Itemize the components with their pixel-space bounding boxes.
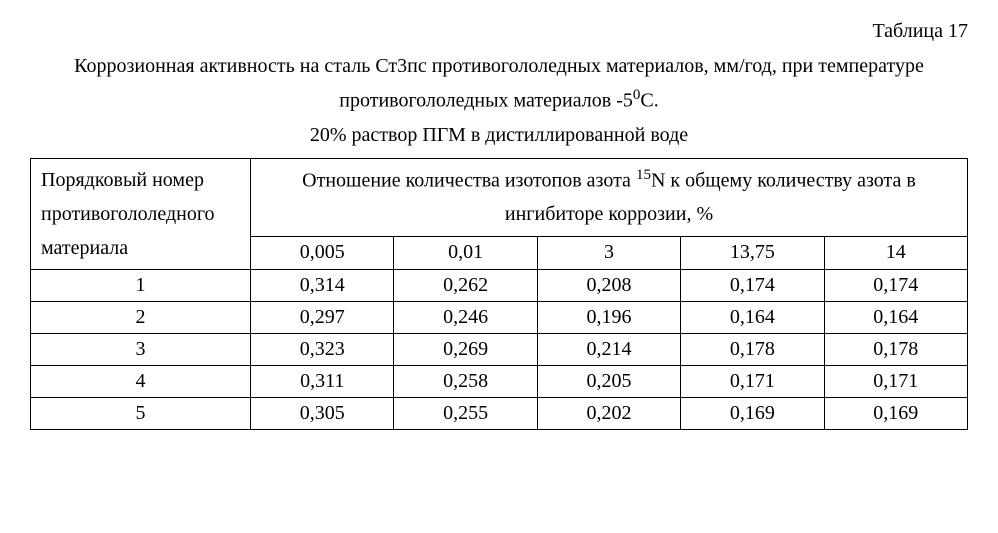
caption-line1-pre: Коррозионная активность на сталь Ст3пс п… xyxy=(74,55,924,112)
header-col-isotope: Отношение количества изотопов азота 15N … xyxy=(251,158,968,237)
data-cell: 0,205 xyxy=(537,365,680,397)
table-caption: Коррозионная активность на сталь Ст3пс п… xyxy=(50,49,948,152)
table-row: 5 0,305 0,255 0,202 0,169 0,169 xyxy=(31,397,968,429)
data-table: Порядковый номер противогололедного мате… xyxy=(30,158,968,430)
data-cell: 0,297 xyxy=(251,301,394,333)
data-cell: 0,269 xyxy=(394,333,537,365)
data-cell: 0,171 xyxy=(824,365,967,397)
data-cell: 0,246 xyxy=(394,301,537,333)
table-row: 3 0,323 0,269 0,214 0,178 0,178 xyxy=(31,333,968,365)
data-cell: 0,196 xyxy=(537,301,680,333)
row-number: 1 xyxy=(31,269,251,301)
data-cell: 0,323 xyxy=(251,333,394,365)
data-cell: 0,164 xyxy=(681,301,824,333)
data-cell: 0,314 xyxy=(251,269,394,301)
data-cell: 0,262 xyxy=(394,269,537,301)
data-cell: 0,305 xyxy=(251,397,394,429)
data-cell: 0,174 xyxy=(681,269,824,301)
data-cell: 0,311 xyxy=(251,365,394,397)
table-number-label: Таблица 17 xyxy=(30,20,968,43)
data-cell: 0,178 xyxy=(681,333,824,365)
data-cell: 0,258 xyxy=(394,365,537,397)
data-cell: 0,202 xyxy=(537,397,680,429)
data-cell: 0,174 xyxy=(824,269,967,301)
col-header: 3 xyxy=(537,237,680,269)
data-cell: 0,164 xyxy=(824,301,967,333)
caption-line1-post: С. xyxy=(640,90,658,112)
table-row: 4 0,311 0,258 0,205 0,171 0,171 xyxy=(31,365,968,397)
header-row-material: Порядковый номер противогололедного мате… xyxy=(31,158,251,269)
data-cell: 0,169 xyxy=(681,397,824,429)
table-row: 2 0,297 0,246 0,196 0,164 0,164 xyxy=(31,301,968,333)
header-col-pre: Отношение количества изотопов азота xyxy=(302,169,636,191)
col-header: 0,01 xyxy=(394,237,537,269)
header-col-sup: 15 xyxy=(636,167,651,183)
row-number: 4 xyxy=(31,365,251,397)
data-cell: 0,171 xyxy=(681,365,824,397)
data-cell: 0,178 xyxy=(824,333,967,365)
row-number: 2 xyxy=(31,301,251,333)
data-cell: 0,255 xyxy=(394,397,537,429)
col-header: 14 xyxy=(824,237,967,269)
row-number: 3 xyxy=(31,333,251,365)
table-header-row-1: Порядковый номер противогололедного мате… xyxy=(31,158,968,237)
data-cell: 0,208 xyxy=(537,269,680,301)
data-cell: 0,169 xyxy=(824,397,967,429)
table-row: 1 0,314 0,262 0,208 0,174 0,174 xyxy=(31,269,968,301)
caption-line2: 20% раствор ПГМ в дистиллированной воде xyxy=(310,124,688,146)
row-number: 5 xyxy=(31,397,251,429)
col-header: 0,005 xyxy=(251,237,394,269)
data-cell: 0,214 xyxy=(537,333,680,365)
col-header: 13,75 xyxy=(681,237,824,269)
